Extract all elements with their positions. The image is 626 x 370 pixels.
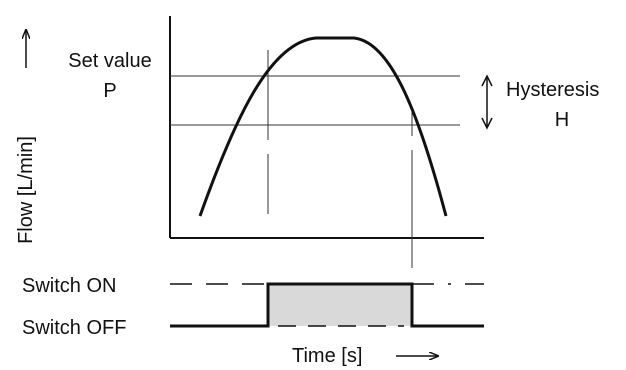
hysteresis-label: Hysteresis [506,79,599,101]
x-axis-label: Time [s] [292,345,362,367]
set-value-label: Set value [68,50,151,72]
switch-on-label: Switch ON [22,275,116,297]
flow-curve [198,36,448,217]
hysteresis-arrow-top [481,74,493,87]
y-axis-label: Flow [L/min] [15,136,37,244]
switch-off-label: Switch OFF [22,317,126,339]
switch-signal [170,282,484,328]
switch-on-region [268,284,412,326]
set-value-symbol: P [103,80,116,102]
hysteresis-symbol: H [555,109,569,131]
hysteresis-arrow-bottom [481,117,493,130]
